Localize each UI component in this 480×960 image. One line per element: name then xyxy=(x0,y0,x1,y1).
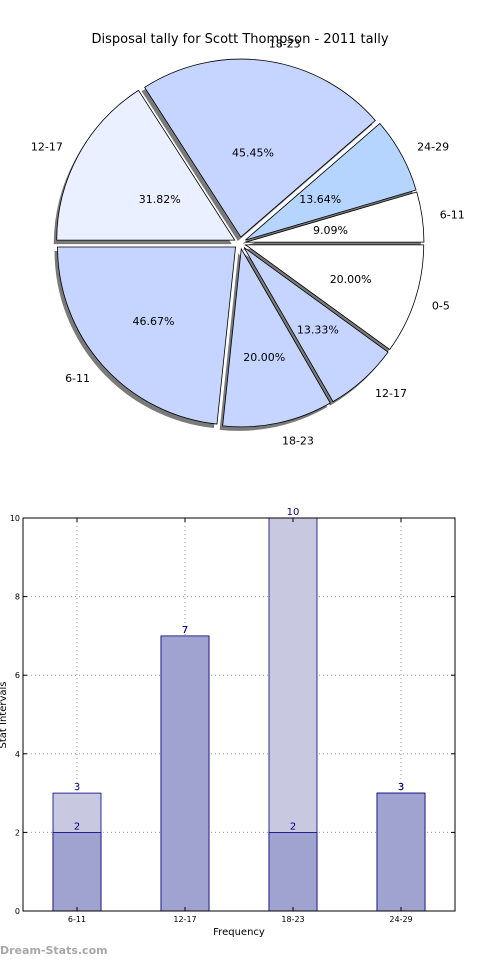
pie-percent-label: 45.45% xyxy=(232,146,274,159)
y-tick-label: 6 xyxy=(15,671,20,680)
pie-percent-label: 13.64% xyxy=(299,193,341,206)
bar xyxy=(160,635,210,912)
pie-percent-label: 20.00% xyxy=(243,351,285,364)
bar xyxy=(52,832,102,912)
x-tick-label: 18-23 xyxy=(281,915,304,924)
y-tick-label: 8 xyxy=(15,593,20,602)
pie-category-label: 12-17 xyxy=(31,140,63,153)
bar xyxy=(376,792,426,912)
pie-slice xyxy=(244,244,425,351)
pie-category-label: 12-17 xyxy=(375,387,407,400)
pie-slice xyxy=(222,247,331,428)
pie-slice xyxy=(243,247,389,403)
y-tick-label: 4 xyxy=(15,750,20,759)
pie-category-label: 24-29 xyxy=(417,140,449,153)
plot-area-frame xyxy=(22,517,456,912)
pie-category-label: 0-5 xyxy=(432,299,450,312)
bar-value-label: 3 xyxy=(398,782,404,793)
pie-percent-label: 20.00% xyxy=(330,273,372,286)
bar-value-label: 2 xyxy=(74,821,80,832)
bar-value-label: 10 xyxy=(287,507,300,518)
pie-slice xyxy=(56,89,236,241)
bar-value-label: 2 xyxy=(290,821,296,832)
pie-category-label: 18-23 xyxy=(282,434,314,447)
bar xyxy=(268,832,318,912)
watermark-text: Dream-Stats.com xyxy=(0,944,108,957)
pie-percent-label: 9.09% xyxy=(313,224,348,237)
bar-value-label: 7 xyxy=(182,625,188,636)
bar-value-label: 7 xyxy=(182,625,188,636)
pie-percent-label: 31.82% xyxy=(139,193,181,206)
x-axis-label: Frequency xyxy=(213,927,265,938)
pie-percent-label: 13.33% xyxy=(297,323,339,336)
y-axis-label: Stat Intervals xyxy=(0,681,9,748)
bar-value-label: 3 xyxy=(74,782,80,793)
pie-category-label: 18-23 xyxy=(269,37,301,50)
x-tick-label: 24-29 xyxy=(389,915,412,924)
pie-slice xyxy=(57,246,236,425)
bar-value-label: 3 xyxy=(398,782,404,793)
pie-chart: Disposal tally for Scott Thompson - 2011… xyxy=(31,32,465,447)
x-tick-label: 6-11 xyxy=(68,915,86,924)
pie-slice xyxy=(245,191,425,243)
y-tick-label: 2 xyxy=(15,828,20,837)
x-tick-label: 12-17 xyxy=(173,915,196,924)
pie-percent-label: 46.67% xyxy=(133,315,175,328)
pie-title: Disposal tally for Scott Thompson - 2011… xyxy=(91,32,388,47)
pie-category-label: 6-11 xyxy=(65,372,90,385)
pie-category-label: 6-11 xyxy=(440,208,465,221)
pie-slice xyxy=(245,122,417,241)
y-tick-label: 10 xyxy=(10,514,20,523)
pie-slice xyxy=(144,58,376,238)
y-tick-label: 0 xyxy=(15,907,20,916)
